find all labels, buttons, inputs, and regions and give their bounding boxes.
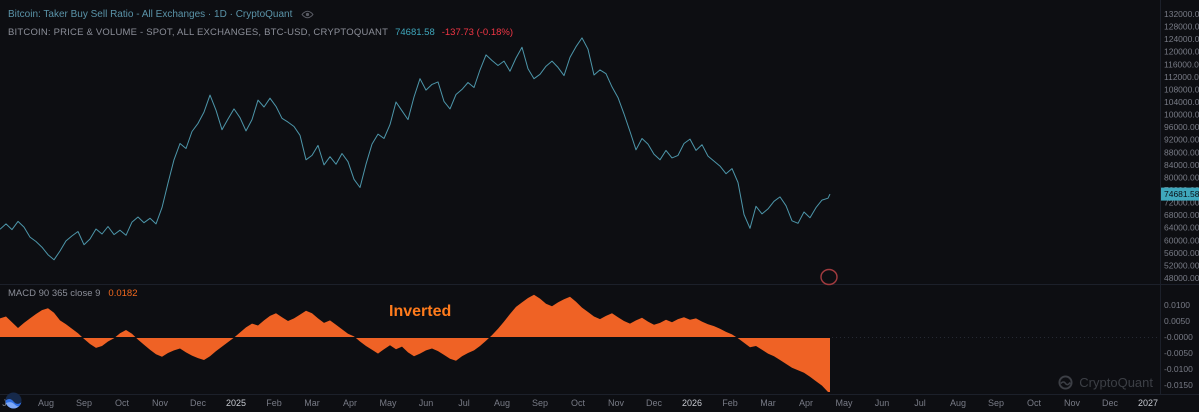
time-axis-label: Nov <box>1064 398 1081 408</box>
price-axis-tick: 68000.00 <box>1164 210 1199 220</box>
price-axis-tick: 72000.00 <box>1164 198 1199 208</box>
time-axis-label: Dec <box>190 398 207 408</box>
series-title[interactable]: BITCOIN: PRICE & VOLUME - SPOT, ALL EXCH… <box>8 27 389 38</box>
time-axis-label: Dec <box>646 398 663 408</box>
time-axis-label: Feb <box>266 398 282 408</box>
time-axis-label: Sep <box>988 398 1004 408</box>
price-axis-tick: 120000.00 <box>1164 47 1199 57</box>
last-price-value: 74681.58 <box>395 27 435 38</box>
price-axis-tick: 116000.00 <box>1164 59 1199 69</box>
price-axis-tick: 52000.00 <box>1164 260 1199 270</box>
price-axis-tick: 92000.00 <box>1164 135 1199 145</box>
visibility-icon[interactable] <box>301 5 314 25</box>
time-axis-label: Sep <box>76 398 92 408</box>
price-axis-tick: 100000.00 <box>1164 110 1199 120</box>
macd-axis-tick: 0.0050 <box>1164 316 1190 326</box>
price-axis-tick: 88000.00 <box>1164 147 1199 157</box>
price-axis-tick: 96000.00 <box>1164 122 1199 132</box>
time-axis-label: Aug <box>38 398 54 408</box>
chart-title[interactable]: Bitcoin: Taker Buy Sell Ratio - All Exch… <box>8 8 293 20</box>
price-axis-tick: 56000.00 <box>1164 248 1199 258</box>
time-axis-label: Aug <box>494 398 510 408</box>
price-axis-tick: 128000.00 <box>1164 22 1199 32</box>
time-axis-label: Jun <box>875 398 890 408</box>
time-axis-label: Jul <box>914 398 926 408</box>
time-axis-label: Feb <box>722 398 738 408</box>
macd-label[interactable]: MACD 90 365 close 9 <box>8 288 101 299</box>
time-axis-label: 2026 <box>682 398 702 408</box>
watermark-text: CryptoQuant <box>1079 375 1153 390</box>
time-axis-label: Apr <box>343 398 357 408</box>
macd-value: 0.0182 <box>108 288 138 299</box>
cryptoquant-watermark: CryptoQuant <box>1058 375 1153 390</box>
inverted-annotation[interactable]: Inverted <box>389 303 452 320</box>
cryptoquant-logo[interactable] <box>5 392 22 409</box>
price-axis-tick: 60000.00 <box>1164 235 1199 245</box>
macd-axis-tick: -0.0050 <box>1164 348 1193 358</box>
time-axis-label: Nov <box>152 398 169 408</box>
price-line-series[interactable] <box>0 37 831 261</box>
ellipse-annotation[interactable] <box>820 268 838 286</box>
macd-axis-tick: -0.0000 <box>1164 332 1193 342</box>
price-axis-tick: 80000.00 <box>1164 172 1199 182</box>
time-axis-label: 2027 <box>1138 398 1158 408</box>
time-axis-label: Nov <box>608 398 625 408</box>
price-axis-tick: 108000.00 <box>1164 84 1199 94</box>
price-axis-tick: 124000.00 <box>1164 34 1199 44</box>
price-axis-tick: 132000.00 <box>1164 9 1199 19</box>
price-change-value: -137.73 (-0.18%) <box>441 27 514 38</box>
time-axis-label: Dec <box>1102 398 1119 408</box>
watermark-logo-icon <box>1058 375 1073 390</box>
time-axis-label: Oct <box>1027 398 1042 408</box>
last-price-badge <box>1161 187 1199 201</box>
time-axis-label: Jul <box>458 398 470 408</box>
time-axis-label: Oct <box>571 398 586 408</box>
macd-axis-tick: -0.0150 <box>1164 380 1193 390</box>
price-axis-tick: 112000.00 <box>1164 72 1199 82</box>
time-axis-label: May <box>379 398 397 408</box>
macd-axis-tick: -0.0100 <box>1164 364 1193 374</box>
macd-area-series[interactable] <box>0 294 830 392</box>
price-axis-tick: 84000.00 <box>1164 160 1199 170</box>
legend-primary: Bitcoin: Taker Buy Sell Ratio - All Exch… <box>8 5 513 39</box>
time-axis-label: May <box>835 398 853 408</box>
time-axis-label: Mar <box>304 398 320 408</box>
time-axis-label: Oct <box>115 398 130 408</box>
price-axis-tick: 48000.00 <box>1164 273 1199 283</box>
time-axis-label: Jun <box>419 398 434 408</box>
price-axis-tick: 104000.00 <box>1164 97 1199 107</box>
time-axis-label: Sep <box>532 398 548 408</box>
time-axis-label: Mar <box>760 398 776 408</box>
time-axis-label: Aug <box>950 398 966 408</box>
last-price-badge-text: 74681.58 <box>1164 189 1199 199</box>
time-axis-label: Apr <box>799 398 813 408</box>
legend-macd: MACD 90 365 close 9 0.0182 <box>8 288 137 299</box>
macd-axis-tick: 0.0100 <box>1164 300 1190 310</box>
time-axis-label: 2025 <box>226 398 246 408</box>
price-axis-tick: 64000.00 <box>1164 223 1199 233</box>
